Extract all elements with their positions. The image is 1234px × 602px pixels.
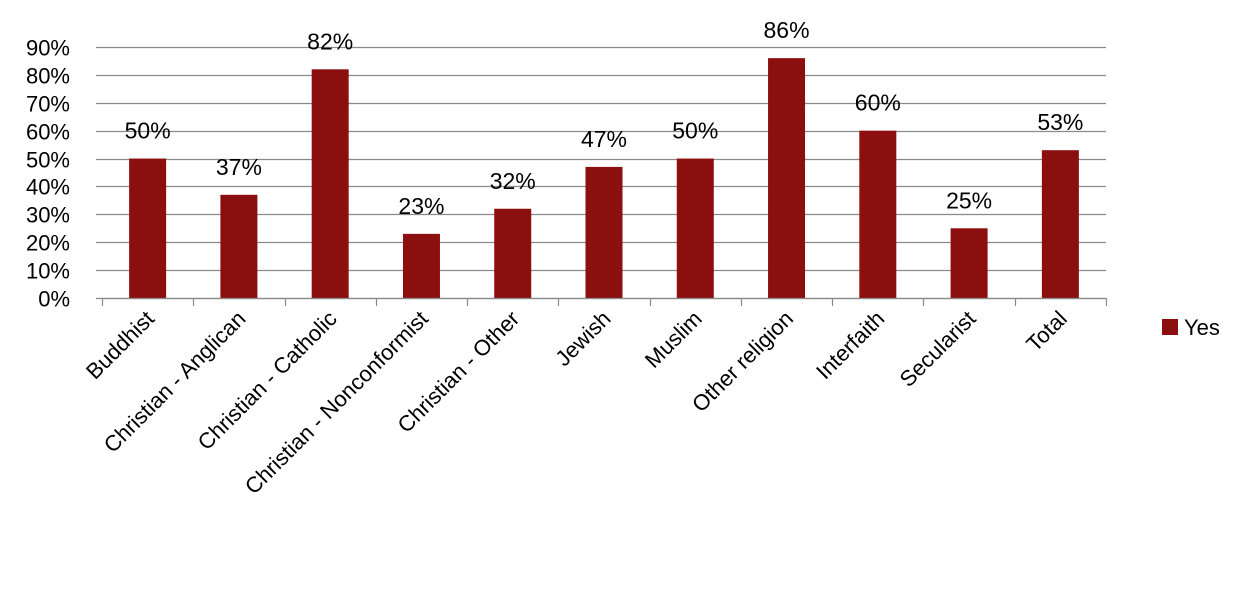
data-label: 50% bbox=[125, 118, 171, 144]
legend: Yes bbox=[1162, 315, 1220, 340]
category-label: Buddhist bbox=[81, 306, 159, 384]
data-label: 50% bbox=[672, 118, 718, 144]
data-labels: 50% 37% 82% 23% 32% 47% 50% 86% 60% 25% 53% bbox=[125, 17, 1084, 219]
category-label: Total bbox=[1021, 306, 1072, 357]
y-tick-label: 40% bbox=[26, 175, 70, 200]
y-tick-label: 90% bbox=[26, 36, 70, 61]
bar bbox=[494, 208, 532, 298]
category-label: Secularist bbox=[895, 306, 981, 392]
y-tick-label: 60% bbox=[26, 120, 70, 145]
legend-label: Yes bbox=[1184, 315, 1220, 340]
category-label: Jewish bbox=[550, 306, 615, 371]
y-tick-label: 70% bbox=[26, 92, 70, 117]
data-label: 32% bbox=[490, 168, 536, 194]
bar bbox=[1041, 150, 1079, 298]
bar bbox=[859, 130, 897, 298]
data-label: 53% bbox=[1037, 109, 1083, 135]
y-tick-label: 10% bbox=[26, 259, 70, 284]
bar bbox=[950, 228, 988, 298]
x-axis bbox=[101, 297, 1108, 306]
category-label: Interfaith bbox=[811, 306, 889, 384]
y-tick-label: 80% bbox=[26, 64, 70, 89]
y-tick-label: 50% bbox=[26, 148, 70, 173]
data-label: 86% bbox=[764, 17, 810, 43]
bar bbox=[676, 158, 714, 298]
legend-swatch bbox=[1162, 319, 1178, 335]
bar bbox=[220, 194, 258, 298]
bar bbox=[311, 69, 349, 298]
bars bbox=[129, 58, 1079, 299]
bar bbox=[585, 166, 623, 298]
category-label: Christian - Nonconformist bbox=[240, 306, 433, 499]
bar bbox=[768, 58, 806, 299]
y-tick-label: 0% bbox=[38, 287, 70, 312]
data-label: 37% bbox=[216, 154, 262, 180]
data-label: 23% bbox=[398, 193, 444, 219]
bar bbox=[129, 158, 167, 298]
data-label: 47% bbox=[581, 126, 627, 152]
bar bbox=[402, 233, 440, 298]
category-label: Muslim bbox=[640, 306, 707, 373]
data-label: 60% bbox=[855, 90, 901, 116]
data-label: 25% bbox=[946, 187, 992, 213]
y-tick-label: 20% bbox=[26, 231, 70, 256]
y-tick-label: 30% bbox=[26, 203, 70, 228]
data-label: 82% bbox=[307, 28, 353, 54]
y-axis-ticks: 0% 10% 20% 30% 40%50% 60% 70% 80% 90% bbox=[26, 36, 70, 312]
